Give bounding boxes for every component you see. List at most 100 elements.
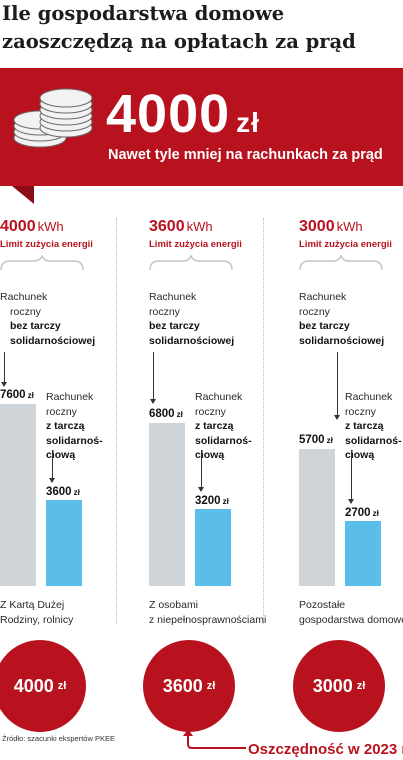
label-without-shield: Rachunek roczny bez tarczy solidarnościo… — [0, 290, 95, 348]
label-line: ciową — [46, 449, 76, 461]
label-with-shield: Rachunek roczny z tarczą solidarnoś- cio… — [46, 390, 103, 463]
label-line: solidarnościowej — [149, 334, 235, 347]
group-label: Z osobami z niepełnosprawnościami — [149, 598, 266, 628]
saving-value: 3000 — [312, 675, 353, 696]
label-with-shield: Rachunek roczny z tarczą solidarnoś- cio… — [195, 390, 252, 463]
value-unit: zł — [176, 410, 183, 419]
group-label: Z Kartą Dużej Rodziny, rolnicy — [0, 598, 73, 628]
label-line: bez tarczy — [10, 320, 61, 332]
bar-value-without: 7600 zł — [0, 389, 34, 401]
bar-with-shield — [195, 509, 231, 586]
label-with-shield: Rachunek roczny z tarczą solidarnoś- cio… — [345, 390, 402, 463]
arrowhead-icon — [334, 415, 340, 420]
column-separator — [116, 218, 117, 624]
arrowhead-icon — [348, 499, 354, 504]
saving-circle: 3600 zł — [143, 640, 235, 732]
label-line: Rachunek — [299, 291, 347, 303]
label-line: roczny — [195, 405, 226, 418]
label-line: ciową — [345, 449, 375, 461]
limit-label: Limit zużycia energii — [149, 239, 242, 250]
bar-without-shield — [299, 449, 335, 586]
label-line: solidarnoś- — [46, 434, 103, 447]
value-unit: zł — [27, 391, 34, 400]
label-line: bez tarczy — [149, 320, 200, 332]
page-title: Ile gospodarstwa domowe zaoszczędzą na o… — [2, 2, 356, 53]
label-line: roczny — [345, 405, 376, 418]
brace-icon — [149, 255, 233, 271]
saving-unit: zł — [57, 680, 67, 692]
group-label-line: gospodarstwa domowe — [299, 614, 403, 626]
saving-value: 4000 — [13, 675, 54, 696]
value-number: 6800 — [149, 408, 175, 420]
column-disabilities: 3600 kWh Limit zużycia energii Rachunek r… — [143, 218, 279, 758]
label-line: solidarnościowej — [10, 334, 96, 347]
label-line: Rachunek — [195, 391, 243, 403]
coins-icon — [13, 88, 93, 148]
label-line: Rachunek — [46, 391, 94, 403]
label-line: z tarczą — [46, 420, 85, 432]
label-without-shield: Rachunek roczny bez tarczy solidarnościo… — [149, 290, 234, 348]
label-line: roczny — [299, 305, 330, 318]
column-separator — [263, 218, 264, 624]
savings-footnote: Oszczędność w 2023 r. — [248, 741, 403, 758]
label-line: bez tarczy — [299, 320, 350, 332]
arrowhead-icon — [1, 382, 7, 387]
brace-icon — [0, 255, 84, 271]
pointer-line — [201, 450, 202, 488]
label-line: roczny — [10, 305, 41, 318]
group-label-line: Pozostałe — [299, 599, 346, 611]
headline-amount-value: 4000 — [106, 84, 231, 144]
bar-with-shield — [345, 521, 381, 586]
bar-value-with: 2700 zł — [345, 507, 379, 519]
pointer-line — [4, 352, 5, 383]
arrowhead-icon — [198, 487, 204, 492]
bar-value-without: 6800 zł — [149, 408, 183, 420]
column-large-families: 4000 kWh Limit zużycia energii Rachunek r… — [0, 218, 130, 758]
value-number: 5700 — [299, 434, 325, 446]
source-note: Źródło: szacunki ekspertów PKEE — [2, 734, 115, 743]
group-label-line: Rodziny, rolnicy — [0, 614, 74, 626]
value-number: 3600 — [46, 486, 72, 498]
bar-without-shield — [149, 423, 185, 586]
kwh-unit: kWh — [186, 219, 213, 234]
kwh-unit: kWh — [37, 219, 64, 234]
label-line: z tarczą — [345, 420, 384, 432]
saving-circle: 3000 zł — [293, 640, 385, 732]
value-unit: zł — [222, 497, 229, 506]
limit-kwh-value: 4000 kWh — [0, 218, 64, 236]
pointer-line — [52, 450, 53, 479]
group-label-line: z niepełnosprawnościami — [149, 614, 267, 626]
label-line: solidarnościowej — [299, 334, 385, 347]
arrowhead-icon — [150, 399, 156, 404]
arrowhead-icon — [49, 478, 55, 483]
saving-unit: zł — [206, 680, 216, 692]
group-label-line: Z Kartą Dużej — [0, 599, 65, 611]
bar-value-without: 5700 zł — [299, 434, 333, 446]
label-line: Rachunek — [345, 391, 393, 403]
limit-label: Limit zużycia energii — [299, 239, 392, 250]
label-line: z tarczą — [195, 420, 234, 432]
value-number: 3200 — [195, 495, 221, 507]
group-label-line: Z osobami — [149, 599, 199, 611]
limit-kwh-number: 3600 — [149, 218, 185, 235]
saving-unit: zł — [356, 680, 366, 692]
label-line: roczny — [149, 305, 180, 318]
hook-arrow-icon — [183, 729, 246, 749]
limit-kwh-number: 3000 — [299, 218, 335, 235]
label-line: solidarnoś- — [195, 434, 252, 447]
limit-kwh-value: 3600 kWh — [149, 218, 213, 236]
label-line: Rachunek — [149, 291, 197, 303]
label-line: ciową — [195, 449, 225, 461]
label-line: roczny — [46, 405, 77, 418]
bar-value-with: 3600 zł — [46, 486, 80, 498]
label-line: Rachunek — [0, 291, 48, 303]
headline-amount-unit: zł — [236, 107, 260, 138]
value-unit: zł — [73, 488, 80, 497]
group-label: Pozostałe gospodarstwa domowe — [299, 598, 403, 628]
value-unit: zł — [326, 436, 333, 445]
banner-tail — [12, 186, 34, 204]
bar-with-shield — [46, 500, 82, 586]
limit-kwh-value: 3000 kWh — [299, 218, 363, 236]
headline-subtitle: Nawet tyle mniej na rachunkach za prąd — [108, 147, 383, 163]
column-other-households: 3000 kWh Limit zużycia energii Rachunek r… — [293, 218, 403, 758]
